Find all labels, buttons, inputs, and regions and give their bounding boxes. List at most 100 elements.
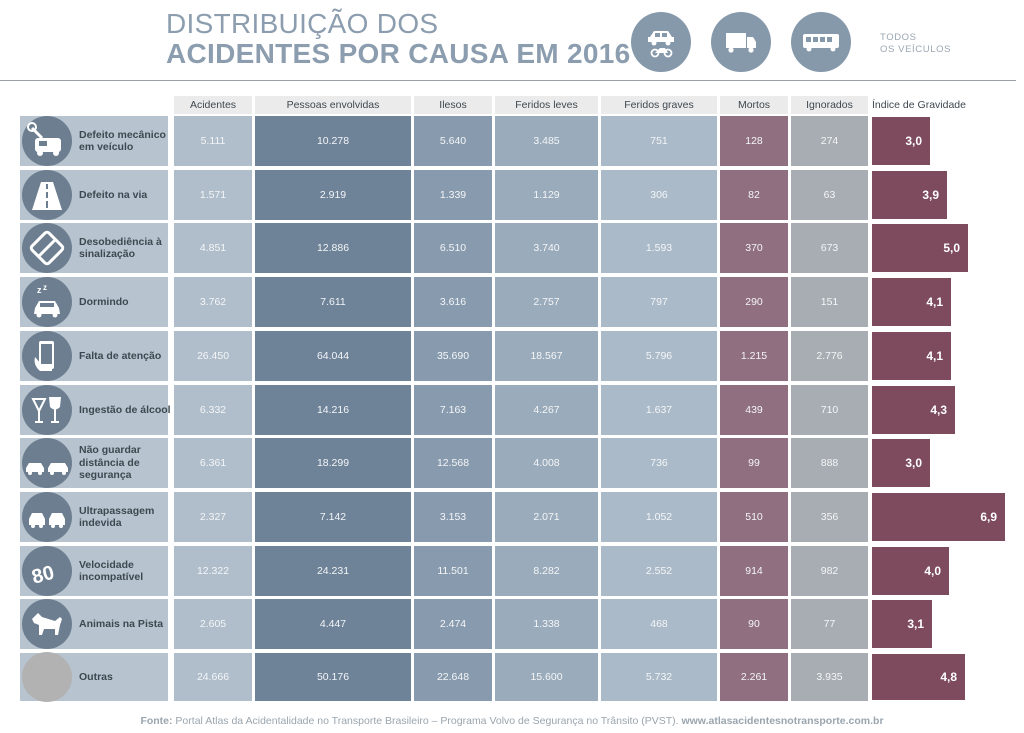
table-cell-feridos-leves: 2.071 — [495, 492, 598, 542]
table-cell-feridos-graves: 2.552 — [601, 546, 717, 596]
table-cell-ignorados: 63 — [791, 170, 868, 220]
cause-label-text: Falta de atenção — [79, 349, 162, 362]
table-cell-mortos: 290 — [720, 277, 788, 327]
cause-label-text: Não guardar distância de segurança — [79, 444, 141, 482]
footer-source-prefix: Fonte: — [140, 715, 173, 727]
table-cell-ignorados: 274 — [791, 116, 868, 166]
severity-bar: 3,9 — [872, 171, 947, 219]
cause-icon-circle: 80 — [22, 546, 72, 596]
cause-label-text: Outras — [79, 670, 113, 683]
svg-text:z: z — [43, 283, 47, 292]
column-header-feridos-leves: Feridos leves — [495, 96, 598, 114]
table-cell-pessoas-envolvidas: 50.176 — [255, 653, 411, 701]
table-cell-ignorados: 673 — [791, 223, 868, 273]
cause-label: Defeito na via — [79, 170, 171, 220]
table-cell-ignorados: 77 — [791, 599, 868, 649]
footer-source-text: Portal Atlas da Acidentalidade no Transp… — [172, 715, 682, 727]
cause-label-text: Ingestão de álcool — [79, 403, 171, 416]
table-cell-ilesos: 3.616 — [414, 277, 492, 327]
phone-hand-icon — [34, 341, 54, 371]
cause-label-text: Desobediência à sinalização — [79, 235, 162, 261]
cause-label: Outras — [79, 653, 171, 701]
cause-label: Desobediência à sinalização — [79, 223, 171, 273]
severity-bar: 5,0 — [872, 224, 968, 272]
table-cell-ignorados: 888 — [791, 438, 868, 488]
header-divider — [0, 80, 1016, 81]
table-cell-acidentes: 2.605 — [174, 599, 252, 649]
severity-bar: 3,0 — [872, 439, 930, 487]
table-cell-feridos-leves: 15.600 — [495, 653, 598, 701]
column-header-pessoas-envolvidas: Pessoas envolvidas — [255, 96, 411, 114]
cause-label: Defeito mecânico em veículo — [79, 116, 171, 166]
cars-following-icon — [26, 463, 68, 475]
svg-text:80: 80 — [29, 562, 56, 589]
table-cell-pessoas-envolvidas: 7.142 — [255, 492, 411, 542]
severity-bar: 3,1 — [872, 600, 932, 648]
car-wrench-icon — [27, 122, 61, 156]
filter-truck-button[interactable] — [711, 12, 771, 72]
table-cell-feridos-graves: 5.732 — [601, 653, 717, 701]
column-header-ignorados: Ignorados — [791, 96, 868, 114]
table-cell-acidentes: 2.327 — [174, 492, 252, 542]
table-cell-pessoas-envolvidas: 7.611 — [255, 277, 411, 327]
table-cell-feridos-leves: 3.740 — [495, 223, 598, 273]
footer-source: Fonte: Portal Atlas da Acidentalidade no… — [0, 715, 1024, 727]
cause-icon-circle — [22, 331, 72, 381]
table-cell-ignorados: 151 — [791, 277, 868, 327]
table-cell-mortos: 914 — [720, 546, 788, 596]
table-cell-acidentes: 6.361 — [174, 438, 252, 488]
page-title: DISTRIBUIÇÃO DOS ACIDENTES POR CAUSA EM … — [166, 10, 631, 68]
table-cell-feridos-graves: 797 — [601, 277, 717, 327]
no-entry-sign-icon — [29, 230, 65, 266]
table-cell-mortos: 1.215 — [720, 331, 788, 381]
column-header-acidentes: Acidentes — [174, 96, 252, 114]
table-cell-acidentes: 26.450 — [174, 331, 252, 381]
table-cell-mortos: 370 — [720, 223, 788, 273]
truck-icon — [726, 33, 756, 53]
table-cell-mortos: 439 — [720, 385, 788, 435]
cause-icon-circle — [22, 170, 72, 220]
table-cell-ilesos: 11.501 — [414, 546, 492, 596]
cause-icon-circle — [22, 599, 72, 649]
cause-label-text: Dormindo — [79, 295, 129, 308]
filter-label-line-1: TODOS — [880, 32, 917, 43]
table-cell-acidentes: 1.571 — [174, 170, 252, 220]
title-line-1: DISTRIBUIÇÃO DOS — [166, 8, 439, 39]
table-cell-feridos-leves: 4.267 — [495, 385, 598, 435]
table-cell-pessoas-envolvidas: 64.044 — [255, 331, 411, 381]
table-cell-mortos: 128 — [720, 116, 788, 166]
dog-icon — [32, 613, 62, 635]
cause-label: Ultrapassagem indevida — [79, 492, 171, 542]
table-cell-ilesos: 35.690 — [414, 331, 492, 381]
table-cell-pessoas-envolvidas: 2.919 — [255, 170, 411, 220]
cause-icon-circle — [22, 385, 72, 435]
table-cell-mortos: 99 — [720, 438, 788, 488]
table-cell-ilesos: 22.648 — [414, 653, 492, 701]
column-header-ilesos: Ilesos — [414, 96, 492, 114]
cause-label: Ingestão de álcool — [79, 385, 171, 435]
cause-label: Falta de atenção — [79, 331, 171, 381]
table-cell-acidentes: 5.111 — [174, 116, 252, 166]
table-cell-ilesos: 1.339 — [414, 170, 492, 220]
table-cell-feridos-graves: 1.052 — [601, 492, 717, 542]
table-cell-ignorados: 356 — [791, 492, 868, 542]
table-cell-pessoas-envolvidas: 24.231 — [255, 546, 411, 596]
table-cell-acidentes: 4.851 — [174, 223, 252, 273]
cause-label-text: Ultrapassagem indevida — [79, 504, 155, 530]
cause-label-text: Defeito mecânico em veículo — [79, 128, 166, 154]
cause-label: Dormindo — [79, 277, 171, 327]
filter-bus-button[interactable] — [791, 12, 851, 72]
table-cell-ignorados: 2.776 — [791, 331, 868, 381]
severity-bar: 4,8 — [872, 654, 965, 700]
cause-icon-circle — [22, 438, 72, 488]
filter-car-motorcycle-button[interactable] — [631, 12, 691, 72]
car-motorcycle-icon — [648, 31, 674, 58]
table-cell-feridos-graves: 468 — [601, 599, 717, 649]
severity-bar: 4,3 — [872, 386, 955, 434]
table-cell-feridos-graves: 306 — [601, 170, 717, 220]
filter-all-vehicles-label[interactable]: TODOS OS VEÍCULOS — [880, 32, 951, 56]
cause-label-text: Velocidade incompatível — [79, 558, 144, 584]
table-cell-feridos-graves: 5.796 — [601, 331, 717, 381]
severity-bar: 4,0 — [872, 547, 949, 595]
